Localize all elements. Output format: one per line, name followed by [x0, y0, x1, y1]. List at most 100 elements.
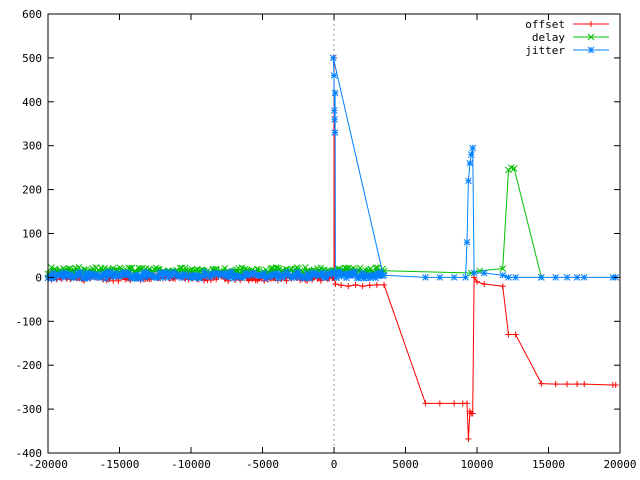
x-tick-label: 15000 [532, 458, 565, 471]
y-tick-label: 100 [22, 228, 42, 241]
series-delay-band-point [221, 265, 229, 272]
series-offset-point [345, 283, 352, 290]
series-delay-point [499, 265, 507, 272]
series-jitter-point [330, 107, 338, 114]
y-tick-label: 400 [22, 96, 42, 109]
series-delay-line [383, 167, 542, 278]
series-jitter-point [512, 274, 519, 281]
legend-marker-delay [587, 33, 595, 41]
y-tick-label: 600 [22, 8, 42, 21]
series-jitter-point [580, 274, 588, 281]
series-jitter-point [573, 274, 581, 281]
series-jitter-point [462, 274, 469, 281]
series-jitter-point [330, 72, 338, 79]
series-offset-point [338, 282, 345, 289]
y-tick-label: -200 [16, 359, 43, 372]
series-offset-band-point [201, 277, 208, 284]
x-tick-label: -15000 [100, 458, 140, 471]
series-delay-band-point [274, 264, 282, 272]
legend-label-jitter: jitter [525, 44, 565, 57]
series-delay-band-point [181, 264, 189, 272]
series-jitter-band-point [49, 269, 57, 277]
series-offset-point [332, 280, 339, 287]
x-tick-label: -10000 [171, 458, 211, 471]
series-jitter-band-point [307, 274, 314, 282]
series-offset-point [564, 381, 571, 388]
x-tick-label: -20000 [28, 458, 68, 471]
y-tick-label: -300 [16, 403, 43, 416]
series-delay-band-point [343, 265, 350, 272]
series-offset-point [436, 400, 443, 407]
series-jitter-point [499, 271, 507, 279]
legend-marker-jitter [587, 46, 595, 54]
series-jitter-point [505, 274, 512, 281]
series-offset-point [352, 281, 359, 288]
series-offset-point [373, 281, 380, 288]
series-jitter-point [469, 144, 477, 152]
series-offset-point [381, 281, 388, 288]
series-jitter-point [422, 274, 429, 281]
series-offset-point [465, 435, 472, 442]
y-tick-label: -400 [16, 447, 43, 460]
series-delay-band-point [176, 264, 184, 272]
legend-label-delay: delay [532, 31, 565, 44]
series-jitter-point [380, 271, 388, 279]
series-jitter [44, 54, 620, 283]
legend-marker-offset [588, 21, 594, 27]
series-offset-point [366, 282, 373, 289]
series-offset-point [359, 283, 366, 290]
series-offset-point [574, 381, 581, 388]
series-jitter-point [450, 274, 458, 281]
series-offset-point [581, 381, 588, 388]
series-offset-band-point [283, 277, 290, 284]
series-group [44, 54, 620, 442]
series-offset-line [333, 57, 616, 440]
series-delay-band-point [272, 264, 280, 271]
series-offset-point [474, 278, 480, 285]
series-jitter-point [470, 269, 478, 277]
series-jitter-point [480, 269, 488, 277]
series-jitter-point [331, 116, 338, 123]
series-jitter-point [467, 151, 475, 158]
series-offset-point [422, 400, 429, 407]
series-offset-point [505, 331, 512, 338]
series-offset-point [451, 400, 458, 407]
x-tick-label: 10000 [460, 458, 493, 471]
series-jitter-point [537, 274, 545, 281]
x-tick-label: 0 [331, 458, 338, 471]
legend-label-offset: offset [525, 18, 565, 31]
series-offset-point [512, 331, 519, 338]
series-jitter-band-point [226, 273, 234, 281]
x-tick-label: 20000 [603, 458, 636, 471]
series-offset-point [612, 381, 619, 388]
series-jitter-point [331, 89, 339, 97]
series-jitter-band-point [228, 268, 235, 276]
series-offset-point [481, 280, 488, 287]
axis-ticks: -20000 -15000 -10000 -5000 0 5000 10000 15000 20… [16, 8, 637, 471]
series-jitter-point [465, 177, 472, 185]
series-jitter-point [563, 274, 571, 281]
series-jitter-band-point [77, 268, 84, 276]
series-jitter-point [463, 238, 471, 246]
series-jitter-point [331, 129, 339, 136]
series-jitter-band-point [159, 274, 167, 282]
series-jitter-point [552, 274, 560, 281]
series-jitter-point [329, 54, 337, 62]
series-offset-point [552, 381, 559, 388]
series-delay-band-point [372, 264, 380, 272]
series-jitter-point [332, 269, 339, 277]
series-jitter-line [332, 57, 616, 278]
x-tick-label: -5000 [246, 458, 279, 471]
series-offset-band-point [317, 277, 324, 284]
series-delay-point [510, 165, 518, 172]
series-jitter-band-point [102, 275, 110, 283]
y-tick-label: 0 [35, 271, 42, 284]
y-tick-label: 200 [22, 184, 42, 197]
y-tick-label: -100 [16, 315, 43, 328]
series-jitter-point [466, 159, 474, 167]
series-offset-point [463, 400, 470, 407]
y-tick-label: 500 [22, 52, 42, 65]
x-tick-label: 5000 [392, 458, 419, 471]
